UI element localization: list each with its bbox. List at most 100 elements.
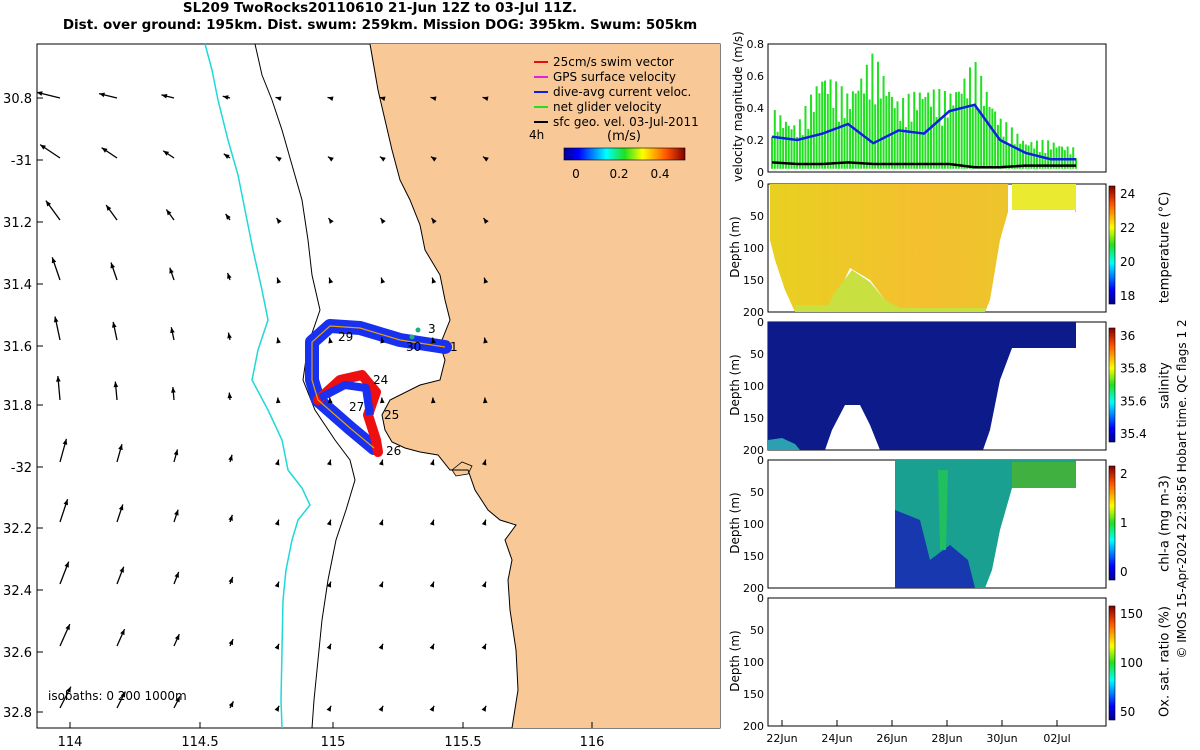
lat-tick-label: 31.2 [3, 216, 32, 231]
velocity-arrow-head [430, 96, 437, 101]
date-tick-label: 24Jun [821, 732, 852, 745]
track-red [313, 370, 383, 457]
panel-colorbars: 24 22 20 18 36 35.8 35.6 35.4 2 1 0 150 100 50 [1108, 185, 1147, 721]
depth-tick: 100 [743, 380, 764, 393]
title-line-1: SL209 TwoRocks20110610 21-Jun 12Z to 03-… [182, 0, 578, 16]
lat-tick-label: 32.4 [3, 584, 32, 599]
colorbar-tick: 35.6 [1120, 394, 1147, 408]
velocity-arrow-head [380, 277, 386, 284]
velocity-arrow-head [431, 337, 436, 344]
day-labels: 3 29 30 1 24 27 25 26 [338, 322, 458, 458]
velocity-arrow-head [118, 504, 124, 511]
velocity-ytick: 0 [757, 166, 764, 179]
velocity-arrow-head [227, 272, 232, 279]
velocity-arrow-head [227, 332, 232, 339]
velocity-arrow-head [227, 392, 233, 399]
colorbar-tick: 100 [1120, 656, 1143, 670]
velocity-arrow-head [328, 217, 334, 224]
time-label: 4h [529, 128, 544, 142]
depth-tick: 200 [743, 582, 764, 595]
chla-streak [938, 470, 948, 550]
velocity-arrow-head [429, 705, 435, 712]
date-tick-label: 28Jun [931, 732, 962, 745]
chla-panel-frame [767, 459, 1107, 589]
velocity-arrow-head [379, 96, 386, 101]
velocity-ytick: 0.8 [747, 38, 765, 51]
velocity-ytick: 0.2 [747, 134, 765, 147]
land-area [370, 44, 720, 728]
velocity-arrow-head [326, 705, 332, 712]
colorbar-unit: (m/s) [607, 129, 641, 144]
velocity-arrow-head [99, 92, 105, 98]
velocity-arrow-head [378, 519, 384, 526]
velocity-arrow-head [483, 337, 488, 344]
chla-surface-green [1012, 462, 1076, 488]
depth-tick: 200 [743, 444, 764, 457]
depth-tick: 200 [743, 720, 764, 733]
track-glider-line [311, 325, 446, 449]
velocity-arrow-head [274, 519, 280, 526]
lat-tick-label: -31 [11, 154, 32, 169]
velocity-arrow-head [326, 643, 332, 650]
velocity-arrows [36, 91, 489, 712]
day-label: 30 [406, 340, 421, 354]
chart-title: SL209 TwoRocks20110610 21-Jun 12Z to 03-… [0, 0, 760, 34]
date-ticks: 22Jun 24Jun 26Jun 28Jun 30Jun 02Jul [766, 720, 1071, 745]
velocity-arrow-head [275, 156, 282, 162]
velocity-arrow-head [225, 213, 231, 220]
colorbar-tick: 2 [1120, 467, 1128, 481]
temperature-section [770, 184, 1076, 312]
velocity-arrow-head [63, 499, 69, 506]
velocity-arrow-head [378, 581, 384, 588]
velocity-ytick: 0.4 [747, 102, 765, 115]
velocity-arrow-head [274, 705, 280, 712]
velocity-arrow-head [431, 217, 437, 224]
velocity-arrow-head [481, 581, 487, 588]
velocity-arrow-head [161, 93, 168, 99]
velocity-arrow-head [101, 147, 108, 153]
velocity-arrow-head [169, 267, 174, 274]
depth-tick: 150 [743, 688, 764, 701]
colorbar-label: salinity [1157, 362, 1173, 409]
velocity-ylabel: velocity magnitude (m/s) [731, 31, 745, 182]
velocity-arrow-head [274, 459, 280, 466]
latitude-ticks: 30.8 -31 31.2 31.4 31.6 31.8 -32 32.2 32.4 32.6 32… [3, 92, 43, 721]
velocity-arrow-head [62, 438, 68, 445]
velocity-arrow-head [228, 514, 233, 521]
colorbar-tick: 50 [1120, 705, 1135, 719]
velocity-arrow-head [274, 581, 280, 588]
colorbar-tick: 35.4 [1120, 427, 1147, 441]
map-colorbar [563, 147, 686, 161]
legend-label: 25cm/s swim vector [553, 55, 674, 69]
depth-ylabel: Depth (m) [728, 216, 742, 278]
date-tick-label: 02Jul [1043, 732, 1070, 745]
velocity-arrow-head [120, 629, 125, 636]
island [451, 461, 473, 477]
velocity-arrow-head [45, 200, 52, 207]
colorbar-tick: 24 [1120, 187, 1135, 201]
date-tick-label: 26Jun [876, 732, 907, 745]
day-label: 1 [450, 340, 458, 354]
colorbar-tick: 20 [1120, 255, 1135, 269]
velocity-series [771, 103, 1076, 169]
velocity-arrow-head [328, 337, 333, 344]
velocity-series-line [771, 103, 1076, 161]
velocity-series-line [771, 161, 1076, 169]
track-point [409, 334, 415, 340]
depth-tick: 0 [757, 178, 764, 191]
day-label: 25 [384, 408, 399, 422]
velocity-arrow-head [483, 217, 489, 224]
map-panel: 114 114.5 115 115.5 116 30.8-3131.231.431.63… [3, 43, 721, 750]
lat-tick-label: 31.8 [3, 399, 32, 414]
velocity-arrow-head [378, 643, 384, 650]
velocity-arrow-head [481, 643, 487, 650]
depth-tick: 50 [750, 210, 764, 223]
depth-tick: 200 [743, 306, 764, 319]
temperature-cool-bottom [795, 270, 985, 312]
coastline [369, 43, 519, 729]
velocity-arrow-head [228, 701, 234, 708]
lat-tick-label: 31.6 [3, 340, 32, 355]
temperature-panel-frame [767, 183, 1107, 313]
lat-tick-label: 32.8 [3, 706, 32, 721]
velocity-arrow-head [326, 519, 332, 526]
